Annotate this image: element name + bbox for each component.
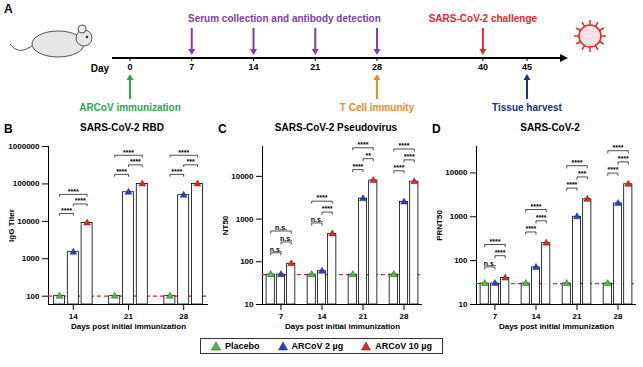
- svg-text:10000: 10000: [445, 168, 468, 177]
- svg-text:****: ****: [171, 168, 182, 175]
- svg-text:SARS-CoV-2 challenge: SARS-CoV-2 challenge: [429, 13, 538, 24]
- svg-text:10000: 10000: [231, 172, 254, 181]
- svg-text:****: ****: [75, 197, 86, 204]
- svg-text:100: 100: [240, 257, 254, 266]
- svg-text:****: ****: [68, 188, 79, 195]
- svg-text:1000000: 1000000: [8, 142, 40, 151]
- svg-text:28: 28: [614, 312, 623, 321]
- svg-text:****: ****: [358, 141, 369, 148]
- svg-text:NT50: NT50: [221, 215, 230, 235]
- svg-text:Days post initial immunization: Days post initial immunization: [499, 322, 614, 331]
- svg-text:****: ****: [618, 155, 629, 162]
- svg-text:1000: 1000: [450, 212, 468, 221]
- svg-text:**: **: [365, 152, 371, 159]
- svg-text:Day: Day: [91, 63, 110, 74]
- svg-text:1000: 1000: [22, 254, 40, 263]
- svg-text:100: 100: [454, 256, 468, 265]
- svg-text:PRNT50: PRNT50: [435, 210, 444, 241]
- svg-text:n.s.: n.s.: [311, 216, 323, 223]
- html-text:SARS-CoV-2 RBD: SARS-CoV-2 RBD: [80, 122, 164, 133]
- html-text:SARS-CoV-2 Pseudovirus: SARS-CoV-2 Pseudovirus: [274, 122, 398, 133]
- svg-text:28: 28: [400, 312, 409, 321]
- svg-text:Days post initial immunization: Days post initial immunization: [71, 322, 186, 331]
- svg-text:21: 21: [573, 312, 582, 321]
- svg-text:n.s.: n.s.: [280, 235, 292, 242]
- svg-text:7: 7: [493, 312, 498, 321]
- svg-text:****: ****: [536, 214, 547, 221]
- svg-text:7: 7: [189, 62, 194, 72]
- html-text:ARCoV 10 µg: ARCoV 10 µg: [375, 341, 432, 351]
- svg-text:****: ****: [399, 142, 410, 149]
- svg-text:****: ****: [123, 149, 134, 156]
- svg-text:100: 100: [26, 292, 40, 301]
- svg-text:T Cell immunity: T Cell immunity: [340, 102, 415, 113]
- svg-text:****: ****: [525, 225, 536, 232]
- svg-text:n.s.: n.s.: [484, 260, 496, 267]
- svg-text:****: ****: [61, 207, 72, 214]
- svg-text:****: ****: [531, 203, 542, 210]
- svg-text:****: ****: [404, 153, 415, 160]
- svg-text:n.s.: n.s.: [275, 224, 287, 231]
- svg-text:Days post initial immunization: Days post initial immunization: [285, 322, 400, 331]
- svg-text:****: ****: [393, 164, 404, 171]
- svg-text:ARCoV immunization: ARCoV immunization: [79, 102, 181, 113]
- svg-text:***: ***: [578, 170, 586, 177]
- svg-text:14: 14: [318, 312, 327, 321]
- svg-text:****: ****: [566, 181, 577, 188]
- html-text:ARCoV 2 µg: ARCoV 2 µg: [291, 341, 344, 351]
- svg-text:21: 21: [124, 312, 133, 321]
- svg-text:21: 21: [359, 312, 368, 321]
- svg-text:14: 14: [532, 312, 541, 321]
- svg-text:***: ***: [186, 158, 194, 165]
- svg-text:****: ****: [178, 149, 189, 156]
- svg-text:n.s.: n.s.: [270, 246, 282, 253]
- svg-text:14: 14: [249, 62, 259, 72]
- svg-text:28: 28: [372, 62, 382, 72]
- svg-text:21: 21: [310, 62, 320, 72]
- svg-text:10000: 10000: [17, 217, 40, 226]
- svg-text:0: 0: [127, 62, 132, 72]
- svg-text:****: ****: [322, 205, 333, 212]
- svg-text:40: 40: [478, 62, 488, 72]
- svg-text:****: ****: [352, 163, 363, 170]
- svg-text:A: A: [4, 2, 13, 16]
- html-text:SARS-CoV-2: SARS-CoV-2: [520, 122, 580, 133]
- svg-text:28: 28: [179, 312, 188, 321]
- svg-text:100000: 100000: [13, 179, 40, 188]
- html-text:B: B: [4, 122, 13, 136]
- svg-text:1000: 1000: [236, 215, 254, 224]
- svg-text:****: ****: [572, 159, 583, 166]
- svg-text:****: ****: [130, 158, 141, 165]
- svg-text:Tissue harvest: Tissue harvest: [492, 102, 563, 113]
- svg-text:7: 7: [279, 312, 284, 321]
- svg-text:****: ****: [613, 144, 624, 151]
- svg-text:****: ****: [116, 168, 127, 175]
- svg-text:****: ****: [495, 249, 506, 256]
- svg-text:Serum collection and antibody: Serum collection and antibody detection: [188, 13, 381, 24]
- svg-text:IgG Titer: IgG Titer: [7, 209, 16, 242]
- svg-text:10: 10: [459, 300, 468, 309]
- html-text:Placebo: Placebo: [225, 341, 260, 351]
- html-text:C: C: [218, 122, 227, 136]
- html-text:D: D: [432, 122, 441, 136]
- svg-text:14: 14: [69, 312, 78, 321]
- svg-text:45: 45: [522, 62, 532, 72]
- svg-text:10: 10: [245, 300, 254, 309]
- svg-text:****: ****: [490, 238, 501, 245]
- svg-text:****: ****: [317, 194, 328, 201]
- svg-text:****: ****: [607, 166, 618, 173]
